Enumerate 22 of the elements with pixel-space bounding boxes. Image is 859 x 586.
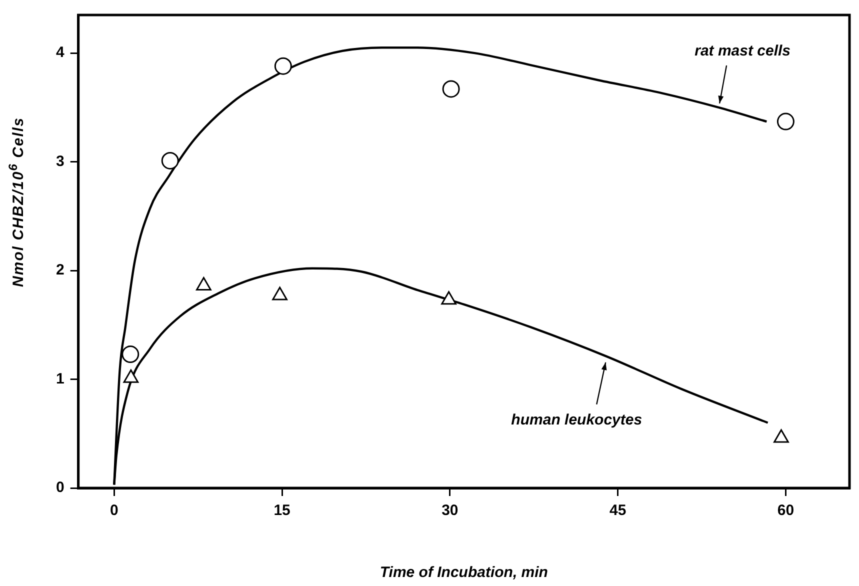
annotation: rat mast cells <box>694 42 790 60</box>
y-tick-label: 3 <box>56 152 64 170</box>
point <box>274 57 292 75</box>
point <box>774 429 789 443</box>
x-tick-label: 60 <box>777 502 794 520</box>
y-tick-label: 4 <box>56 44 65 62</box>
point <box>776 112 794 130</box>
point <box>123 369 139 383</box>
point <box>272 286 288 300</box>
point <box>441 291 456 305</box>
x-tick-label: 15 <box>274 502 290 520</box>
point <box>196 277 212 290</box>
x-axis-title: Time of Incubation, min <box>380 564 548 582</box>
x-tick-label: 0 <box>110 502 118 520</box>
y-tick-label: 2 <box>56 262 64 279</box>
x-tick-label: 30 <box>442 502 458 520</box>
y-tick-label: 0 <box>56 479 64 496</box>
y-tick-label: 1 <box>56 370 64 388</box>
annotation: human leukocytes <box>511 412 642 429</box>
point <box>161 152 179 170</box>
x-tick-label: 45 <box>609 502 626 520</box>
point <box>442 80 460 98</box>
